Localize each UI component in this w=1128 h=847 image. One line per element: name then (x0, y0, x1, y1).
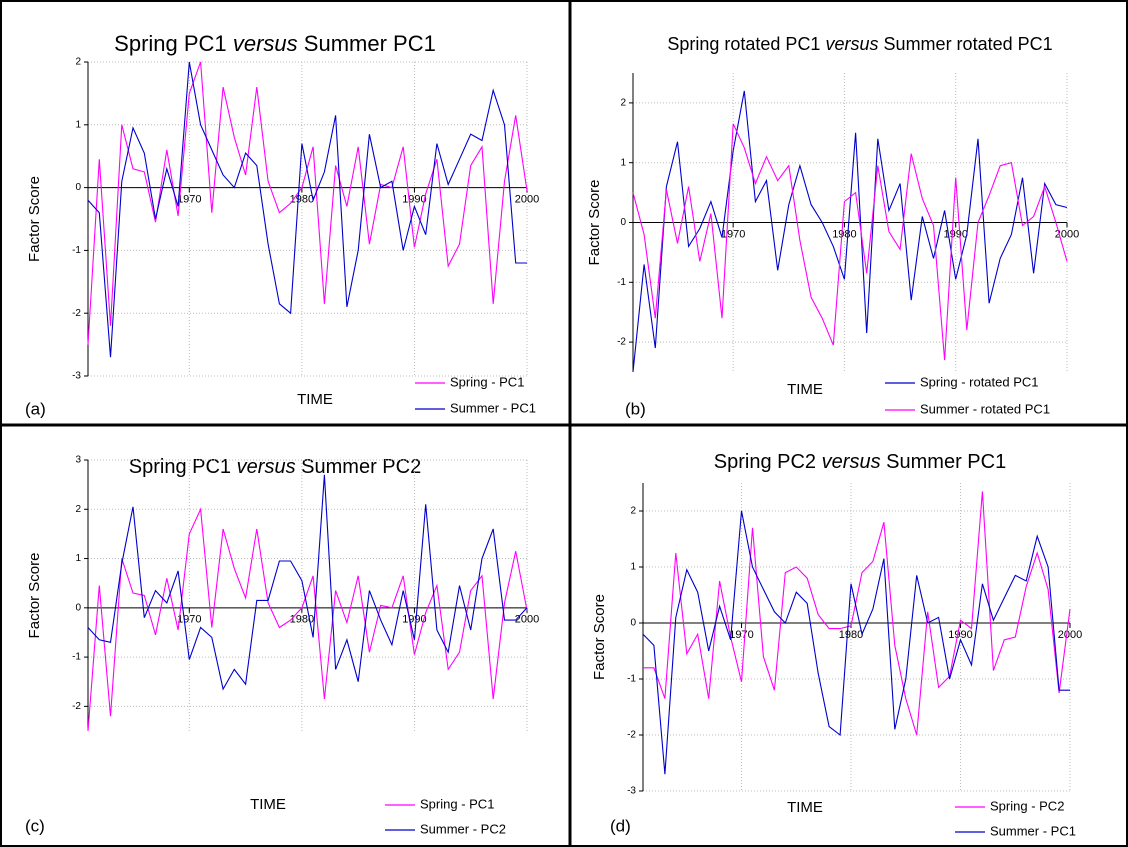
y-tick-label: -2 (617, 337, 626, 348)
y-axis-label: Factor Score (586, 180, 603, 266)
x-axis-label: TIME (787, 381, 823, 398)
y-tick-label: 2 (75, 504, 81, 515)
series-line (643, 491, 1071, 736)
x-tick-label: 1990 (943, 228, 967, 240)
x-tick-label: 2000 (1058, 629, 1082, 641)
legend-label: Spring - PC1 (420, 796, 494, 811)
y-tick-label: -1 (72, 652, 81, 663)
y-tick-label: -2 (72, 308, 81, 319)
y-axis-label: Factor Score (26, 553, 43, 639)
panel: Spring PC2 versus Summer PC1 -3 -2 -1 0 1 2 1970 1… (591, 451, 1082, 838)
panel-label: (b) (625, 399, 646, 418)
title-part: Summer PC1 (886, 451, 1006, 473)
y-tick-label: 1 (75, 553, 81, 564)
panel: Spring PC1 versus Summer PC2 -2 -1 0 1 2 3 1970 19… (25, 455, 539, 837)
x-tick-label: 2000 (515, 614, 539, 626)
y-tick-label: 2 (75, 57, 81, 68)
series-line (87, 507, 528, 732)
legend-label: Summer - rotated PC1 (920, 401, 1050, 416)
legend-label: Summer - PC2 (420, 821, 506, 836)
x-tick-label: 1990 (402, 614, 426, 626)
chart-title: Spring rotated PC1 versus Summer rotated P… (667, 34, 1052, 54)
y-tick-label: -3 (72, 371, 81, 382)
y-tick-label: 0 (630, 618, 636, 629)
series-line (87, 474, 528, 691)
chart-title: Spring PC1 versus Summer PC1 (114, 31, 436, 56)
x-tick-label: 2000 (515, 194, 539, 206)
y-tick-label: 2 (630, 506, 636, 517)
y-axis-label: Factor Score (591, 594, 608, 680)
x-tick-label: 1970 (177, 614, 201, 626)
title-part: Summer PC2 (301, 456, 421, 478)
x-tick-label: 1980 (839, 629, 863, 641)
x-tick-label: 1970 (721, 228, 745, 240)
y-tick-label: -2 (627, 730, 636, 741)
title-part: Summer PC1 (304, 31, 436, 56)
panel-label: (a) (25, 399, 46, 418)
series-line (632, 90, 1068, 373)
y-tick-label: 1 (630, 562, 636, 573)
title-part: versus (237, 456, 296, 478)
title-part: Spring PC2 (714, 451, 816, 473)
series-line (87, 61, 527, 358)
y-tick-label: 0 (75, 602, 81, 613)
x-tick-label: 1980 (832, 228, 856, 240)
y-tick-label: -1 (617, 277, 626, 288)
chart-title: Spring PC2 versus Summer PC1 (714, 451, 1006, 473)
title-part: versus (233, 31, 298, 56)
y-tick-label: 0 (75, 182, 81, 193)
x-tick-label: 1990 (402, 194, 426, 206)
y-tick-label: 1 (620, 157, 626, 168)
title-part: Summer rotated PC1 (884, 34, 1053, 54)
title-part: versus (826, 34, 879, 54)
series-line (87, 61, 528, 345)
title-part: Spring PC1 (114, 31, 227, 56)
y-tick-label: -2 (72, 701, 81, 712)
series-line (632, 123, 1068, 361)
x-tick-label: 1970 (729, 629, 753, 641)
x-axis-label: TIME (250, 796, 286, 813)
title-part: Spring PC1 (129, 456, 231, 478)
y-axis-label: Factor Score (26, 176, 43, 262)
legend-label: Summer - PC1 (450, 400, 536, 415)
y-tick-label: 2 (620, 98, 626, 109)
panel-label: (c) (25, 816, 45, 835)
y-tick-label: 0 (620, 217, 626, 228)
panel-label: (d) (610, 816, 631, 835)
title-part: versus (822, 451, 881, 473)
x-axis-label: TIME (787, 799, 823, 816)
legend-label: Spring - PC2 (990, 798, 1064, 813)
y-tick-label: 1 (75, 119, 81, 130)
series-line (642, 510, 1070, 775)
panel: Spring rotated PC1 versus Summer rotated P… (586, 34, 1079, 419)
y-tick-label: -3 (627, 786, 636, 797)
chart-title: Spring PC1 versus Summer PC2 (129, 456, 421, 478)
x-tick-label: 1970 (177, 194, 201, 206)
legend-label: Spring - rotated PC1 (920, 374, 1039, 389)
x-tick-label: 2000 (1055, 228, 1079, 240)
panel: Spring PC1 versus Summer PC1 -3 -2 -1 0 1 2 1970 1… (25, 31, 539, 419)
y-tick-label: 3 (75, 455, 81, 466)
x-tick-label: 1990 (948, 629, 972, 641)
y-tick-label: -1 (627, 674, 636, 685)
legend-label: Spring - PC1 (450, 374, 524, 389)
legend-label: Summer - PC1 (990, 823, 1076, 838)
x-tick-label: 1980 (290, 614, 314, 626)
x-axis-label: TIME (297, 391, 333, 408)
y-tick-label: -1 (72, 245, 81, 256)
title-part: Spring rotated PC1 (667, 34, 820, 54)
